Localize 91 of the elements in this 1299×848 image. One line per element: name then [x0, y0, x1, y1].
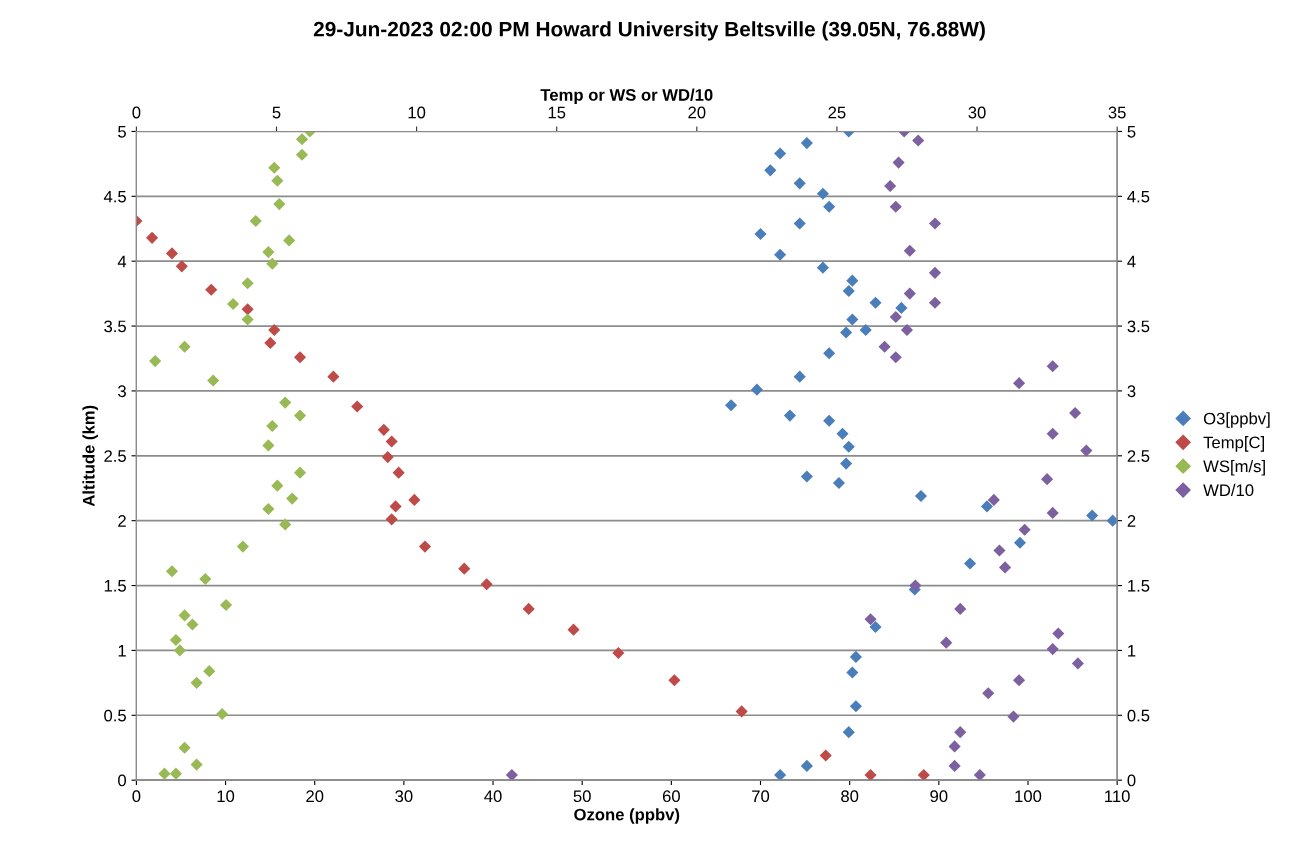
x2-axis-title: Temp or WS or WD/10 — [540, 88, 713, 105]
y-tick-label: 4 — [117, 255, 127, 268]
point — [836, 427, 849, 440]
point — [1086, 509, 1099, 522]
x2-tick-label: 10 — [408, 106, 426, 119]
x2-tick-label: 25 — [828, 106, 846, 119]
point — [846, 313, 859, 326]
point — [800, 759, 813, 772]
legend-label: WD/10 — [1203, 483, 1254, 497]
point — [823, 200, 836, 213]
x2-tick-label: 35 — [1108, 106, 1126, 119]
y2-tick-label: 3.5 — [1127, 320, 1150, 333]
y-tick-label: 3 — [118, 385, 126, 398]
chart-title: 29-Jun-2023 02:00 PM Howard University Beltsville (39.05N, 76.88W) — [313, 21, 985, 41]
y-tick-label: 5 — [118, 126, 126, 138]
y2-tick-label: 1.5 — [1128, 580, 1150, 592]
y-tick-label: 3.5 — [104, 320, 126, 333]
y-tick-label: 2 — [118, 515, 126, 527]
point — [914, 489, 928, 503]
y-axis-title: Altitude (km) — [82, 405, 98, 507]
y2-tick-label: 4 — [1127, 255, 1136, 268]
point — [869, 296, 882, 309]
point — [774, 147, 787, 160]
point — [869, 621, 882, 634]
point — [980, 500, 994, 513]
y-tick-label: 1 — [118, 644, 126, 657]
x-tick-label: 0 — [132, 790, 141, 803]
y-tick-label: 1.5 — [104, 580, 126, 592]
y2-tick-label: 3 — [1127, 385, 1136, 398]
y-tick-label: 0 — [118, 774, 127, 787]
x-tick-label: 60 — [662, 790, 680, 803]
point — [816, 187, 829, 200]
point — [800, 137, 813, 150]
legend-label: Temp[C] — [1203, 436, 1264, 452]
point — [774, 768, 787, 781]
x2-tick-label: 30 — [968, 106, 986, 119]
point — [793, 177, 806, 190]
point — [754, 227, 767, 240]
point — [816, 261, 829, 274]
point — [849, 700, 862, 713]
point — [800, 470, 813, 483]
point — [793, 217, 806, 230]
x-tick-label: 40 — [484, 790, 502, 803]
y2-tick-label: 0.5 — [1127, 709, 1150, 722]
x2-tick-label: 5 — [272, 106, 281, 119]
point — [846, 666, 859, 679]
point — [832, 476, 846, 490]
x-tick-label: 20 — [306, 790, 324, 803]
point — [764, 164, 777, 177]
point — [1013, 536, 1027, 549]
point — [849, 650, 862, 663]
x-tick-label: 110 — [1105, 790, 1130, 803]
y2-tick-label: 5 — [1127, 126, 1136, 138]
legend-label: WS[m/s] — [1203, 459, 1265, 476]
y-tick-label: 4.5 — [103, 190, 126, 203]
x2-tick-label: 20 — [688, 106, 706, 119]
x2-tick-label: 0 — [132, 106, 141, 119]
y-tick-label: 2.5 — [104, 450, 126, 462]
point — [823, 414, 836, 427]
x-tick-label: 50 — [573, 790, 591, 803]
x-tick-label: 10 — [217, 790, 235, 803]
point — [1106, 514, 1118, 527]
x-tick-label: 100 — [1015, 790, 1042, 803]
point — [963, 557, 977, 570]
x-tick-label: 80 — [841, 790, 859, 803]
point — [840, 457, 853, 470]
point — [842, 726, 855, 739]
x-axis-title: Ozone (ppbv) — [574, 808, 680, 824]
point — [823, 347, 836, 360]
y2-tick-label: 4.5 — [1127, 190, 1150, 203]
point — [846, 274, 859, 287]
point — [774, 248, 787, 261]
point — [859, 323, 872, 336]
point — [895, 301, 908, 314]
point — [725, 399, 738, 412]
legend-label: O3[ppbv] — [1203, 412, 1270, 428]
x-tick-label: 90 — [930, 790, 948, 803]
y2-tick-label: 2.5 — [1127, 450, 1150, 462]
point — [783, 409, 796, 422]
x-tick-label: 70 — [752, 790, 770, 803]
y-tick-label: 0.5 — [104, 709, 126, 722]
y2-tick-label: 1 — [1128, 644, 1136, 657]
y2-tick-label: 2 — [1127, 515, 1136, 527]
point — [750, 383, 763, 396]
point — [793, 370, 806, 383]
x-tick-label: 30 — [395, 790, 413, 803]
point — [842, 440, 855, 453]
point — [840, 326, 853, 339]
y2-tick-label: 0 — [1127, 774, 1136, 787]
x2-tick-label: 15 — [548, 106, 566, 119]
point — [842, 284, 855, 298]
